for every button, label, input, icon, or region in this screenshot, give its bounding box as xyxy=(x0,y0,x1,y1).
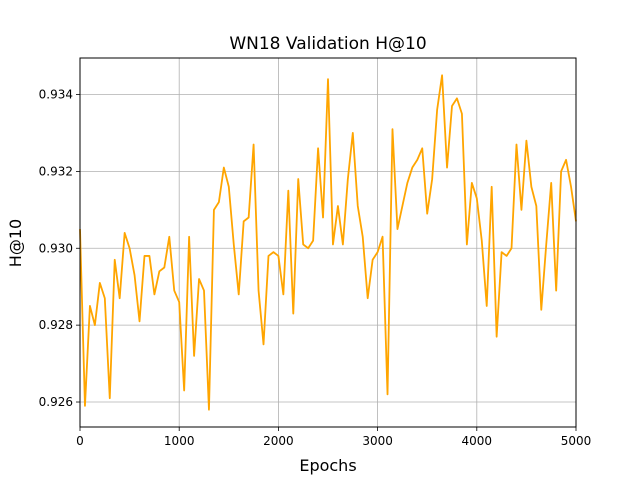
y-tick-label: 0.930 xyxy=(39,241,73,255)
series-line xyxy=(79,74,577,411)
plot-area xyxy=(80,58,576,427)
x-tick-label: 0 xyxy=(76,434,84,448)
y-axis-ticks: 0.926 0.928 0.930 0.932 0.934 xyxy=(39,88,80,409)
plot-frame xyxy=(79,57,577,428)
x-axis-ticks: 0 1000 2000 3000 4000 5000 xyxy=(76,427,591,448)
x-tick-label: 1000 xyxy=(164,434,195,448)
y-tick-label: 0.926 xyxy=(39,395,73,409)
chart-title: WN18 Validation H@10 xyxy=(229,34,426,54)
y-tick-label: 0.928 xyxy=(39,318,73,332)
y-tick-label: 0.934 xyxy=(39,88,73,102)
x-tick-label: 3000 xyxy=(362,434,393,448)
y-axis-label: H@10 xyxy=(6,219,25,267)
x-tick-label: 4000 xyxy=(462,434,493,448)
x-tick-label: 5000 xyxy=(561,434,592,448)
x-axis-label: Epochs xyxy=(299,456,356,475)
y-tick-label: 0.932 xyxy=(39,164,73,178)
x-tick-label: 2000 xyxy=(263,434,294,448)
